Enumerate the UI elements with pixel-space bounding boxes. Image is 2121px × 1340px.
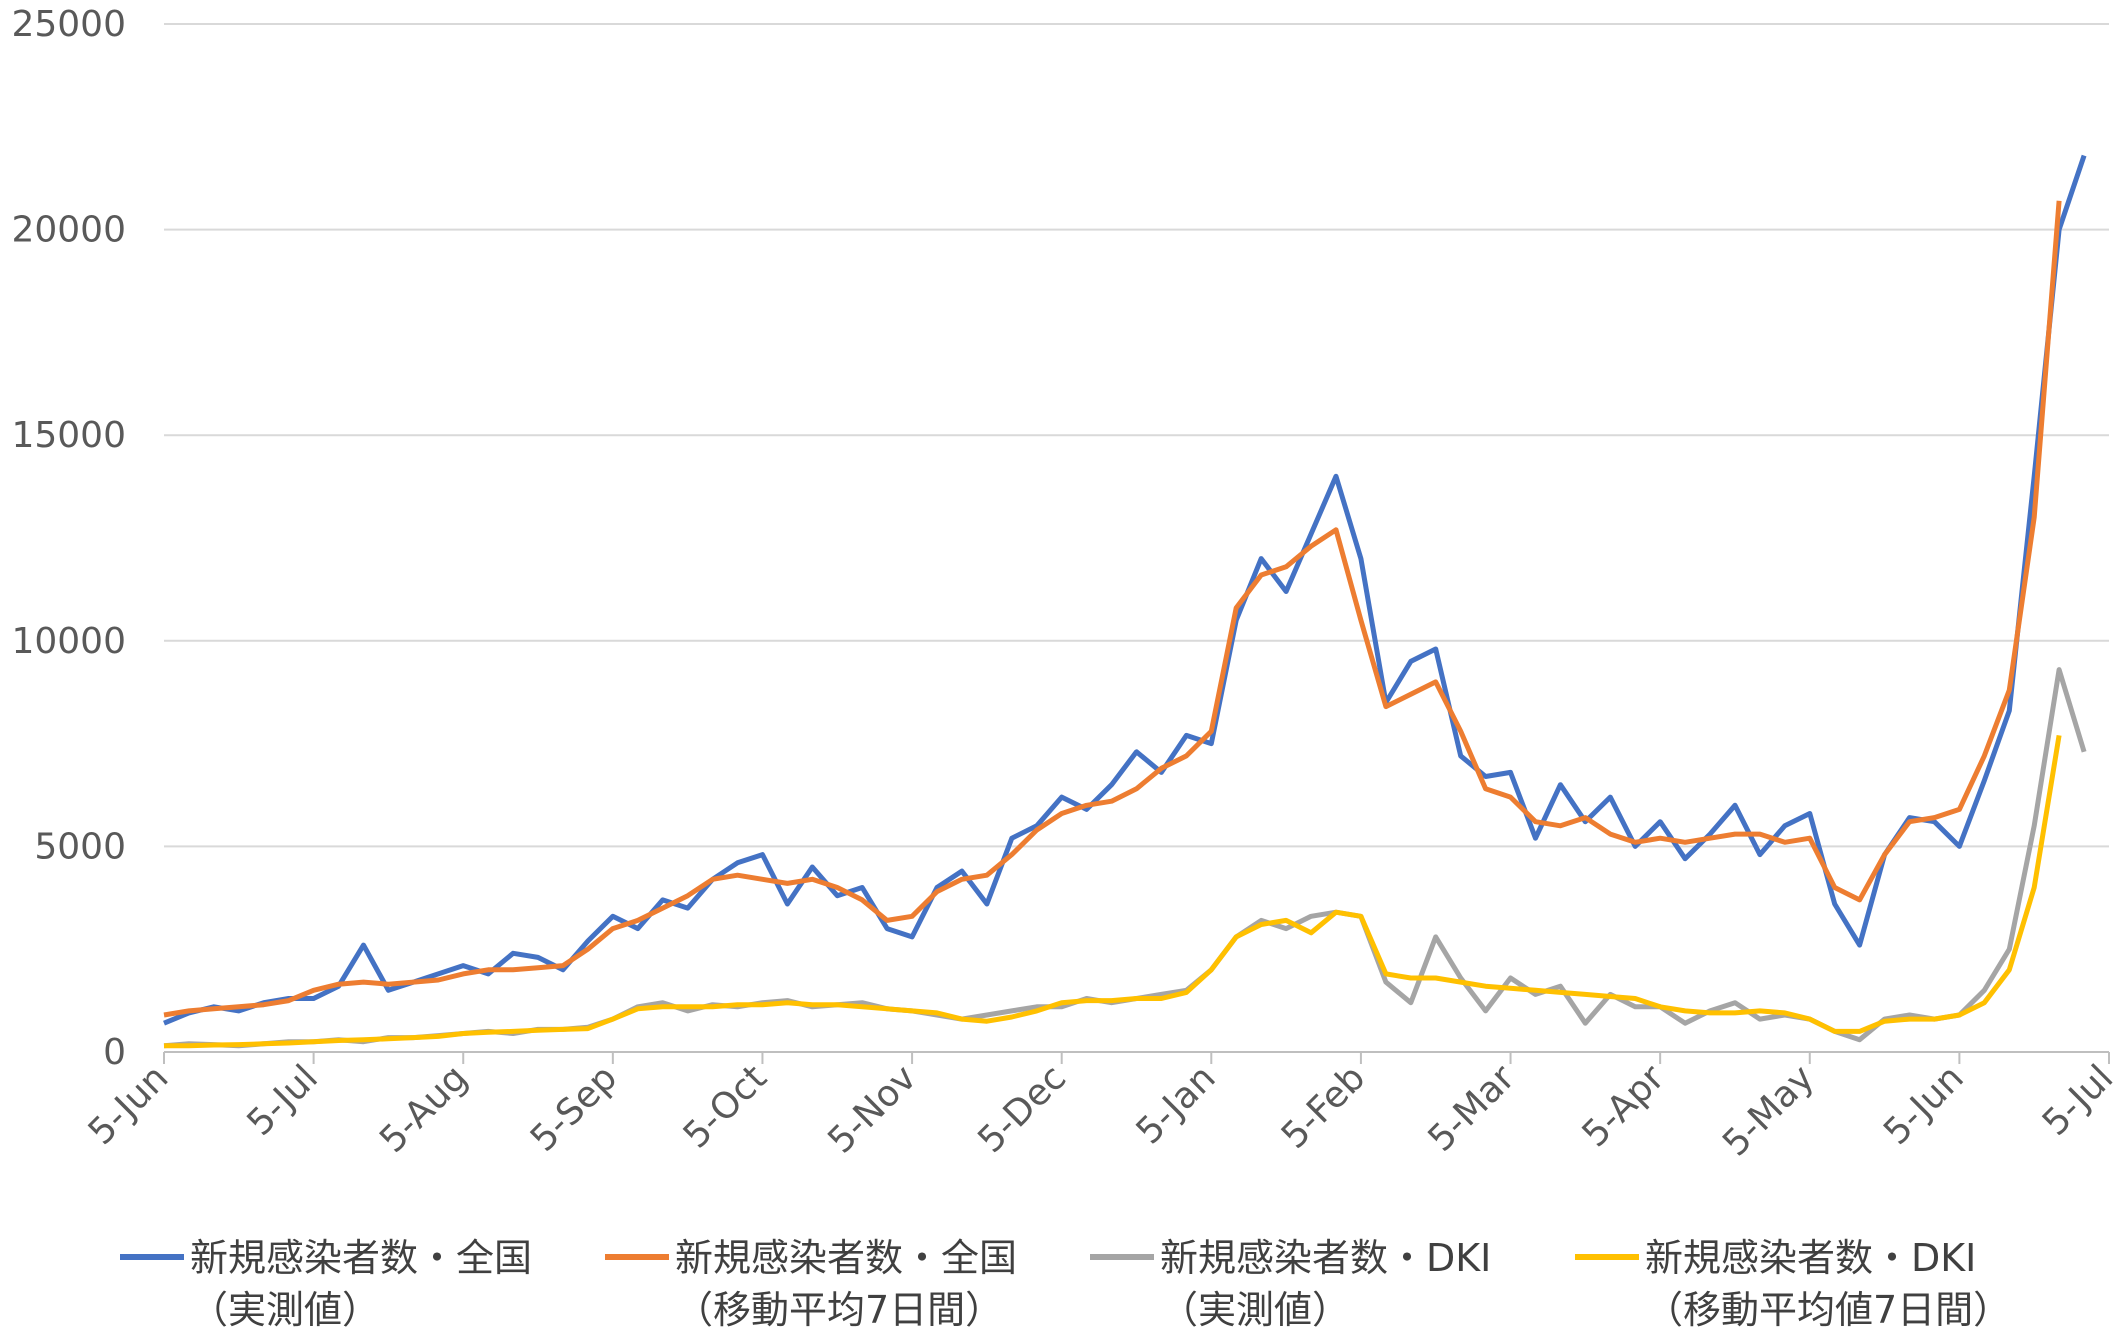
legend-label: 新規感染者数・DKI（実測値）: [1160, 1236, 1492, 1332]
x-tick-label: 5-Nov: [820, 1057, 924, 1161]
y-tick-label: 0: [103, 1032, 126, 1073]
legend-label: 新規感染者数・全国（実測値）: [190, 1236, 533, 1332]
y-tick-label: 10000: [11, 621, 126, 662]
series-line: [163, 154, 2087, 1026]
x-tick-label: 5-Jul: [239, 1057, 326, 1144]
legend-item: 新規感染者数・全国（移動平均7日間）: [605, 1232, 1090, 1336]
y-tick-label: 5000: [34, 826, 126, 867]
legend-item: 新規感染者数・DKI（実測値）: [1090, 1232, 1575, 1336]
x-tick-label: 5-Aug: [372, 1057, 476, 1161]
legend-swatch: [1575, 1254, 1639, 1260]
series-line: [163, 667, 2087, 1049]
legend-item: 新規感染者数・全国（実測値）: [120, 1232, 605, 1336]
legend-swatch: [605, 1254, 669, 1260]
legend-item: 新規感染者数・DKI（移動平均値7日間）: [1575, 1232, 2060, 1336]
x-tick-label: 5-Mar: [1420, 1057, 1523, 1160]
x-tick-label: 5-May: [1715, 1057, 1822, 1164]
x-tick-label: 5-Apr: [1575, 1057, 1673, 1155]
x-tick-label: 5-Jun: [1876, 1057, 1972, 1153]
series-line: [163, 200, 2062, 1018]
x-tick-label: 5-Jul: [2035, 1057, 2121, 1144]
legend: 新規感染者数・全国（実測値） 新規感染者数・全国（移動平均7日間） 新規感染者数・D…: [120, 1232, 2060, 1336]
x-tick-label: 5-Sep: [523, 1057, 625, 1159]
x-tick-label: 5-Dec: [970, 1057, 1074, 1161]
x-tick-label: 5-Oct: [676, 1057, 775, 1156]
series-line: [164, 734, 2062, 1049]
legend-label: 新規感染者数・DKI（移動平均値7日間）: [1645, 1236, 2012, 1332]
y-tick-label: 25000: [11, 4, 126, 45]
legend-swatch: [120, 1254, 184, 1260]
x-tick-label: 5-Jun: [81, 1057, 177, 1153]
legend-label: 新規感染者数・全国（移動平均7日間）: [675, 1236, 1018, 1332]
x-tick-label: 5-Feb: [1274, 1057, 1373, 1156]
legend-swatch: [1090, 1254, 1154, 1260]
y-tick-label: 15000: [11, 415, 126, 456]
chart: 0 5000 10000 15000 20000 25000 5-Jun 5-Jul 5-Aug…: [11, 4, 2121, 1164]
y-tick-label: 20000: [11, 210, 126, 251]
x-tick-label: 5-Jan: [1129, 1057, 1224, 1152]
